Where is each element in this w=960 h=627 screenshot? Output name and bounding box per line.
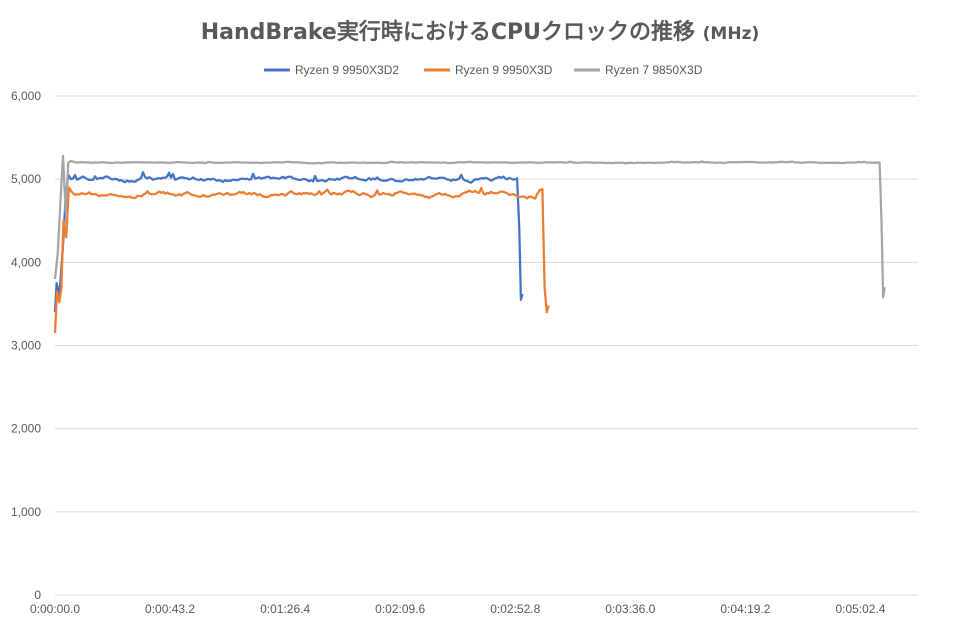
x-tick-label: 0:02:09.6 [375, 602, 425, 616]
x-tick-label: 0:00:00.0 [30, 602, 80, 616]
chart-title-text: HandBrake実行時におけるCPUクロックの推移 [200, 20, 695, 45]
x-axis-ticks: 0:00:00.0 0:00:43.2 0:01:26.4 0:02:09.6 0:02… [30, 602, 886, 616]
series-line [53, 171, 524, 313]
series-lines [53, 154, 886, 334]
legend-label: Ryzen 9 9950X3D [455, 63, 553, 77]
x-tick-label: 0:01:26.4 [260, 602, 310, 616]
x-tick-label: 0:03:36.0 [605, 602, 655, 616]
legend-label: Ryzen 7 9850X3D [605, 63, 703, 77]
series-line [53, 154, 886, 299]
legend: Ryzen 9 9950X3D2 Ryzen 9 9950X3D Ryzen 7 9… [264, 63, 703, 77]
y-tick-label: 4,000 [11, 255, 41, 269]
y-axis-ticks: 0 1,000 2,000 3,000 4,000 5,000 6,000 [11, 89, 41, 602]
series-line [53, 186, 550, 334]
y-tick-label: 6,000 [11, 89, 41, 103]
gridlines [55, 95, 918, 596]
y-tick-label: 0 [34, 588, 41, 602]
x-tick-label: 0:02:52.8 [490, 602, 540, 616]
x-tick-label: 0:05:02.4 [835, 602, 885, 616]
chart-title-unit: (MHz) [702, 24, 760, 44]
y-tick-label: 3,000 [11, 339, 41, 353]
y-tick-label: 5,000 [11, 172, 41, 186]
legend-label: Ryzen 9 9950X3D2 [295, 63, 399, 77]
y-tick-label: 2,000 [11, 422, 41, 436]
y-tick-label: 1,000 [11, 505, 41, 519]
x-tick-label: 0:00:43.2 [145, 602, 195, 616]
chart-title: HandBrake実行時におけるCPUクロックの推移 (MHz) [0, 14, 960, 46]
x-tick-label: 0:04:19.2 [720, 602, 770, 616]
